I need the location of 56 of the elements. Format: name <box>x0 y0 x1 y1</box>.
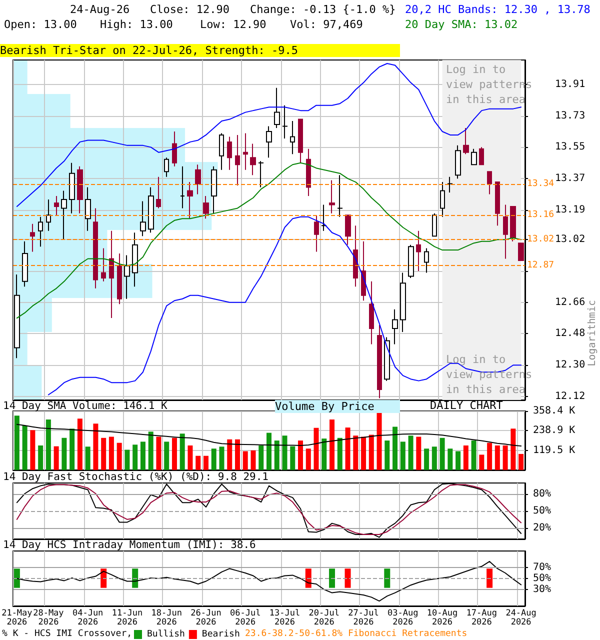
x-tick-label: 03-Aug 2026 <box>388 608 418 628</box>
text: Vol: 97,469 <box>290 18 363 31</box>
x-tick-label: 10-Aug 2026 <box>426 608 458 628</box>
y-tick-label: 12.66 <box>555 296 586 308</box>
y-tick-label: 12.30 <box>555 360 586 371</box>
legend-label: Bearish <box>202 630 240 640</box>
ref-line-label: 12.87 <box>527 260 554 271</box>
chart-title: 14 Day SMA Volume: 146.1 K <box>3 400 168 412</box>
x-tick-label: 04-Jun 2026 <box>72 608 104 628</box>
y-tick-label: 119.5 K <box>533 444 576 456</box>
x-tick-label: 26-Jun 2026 <box>190 608 222 628</box>
text: High: 13.00 <box>100 18 173 31</box>
text: % K - HCS IMI Crossover, <box>2 629 132 639</box>
y-tick-label: 50% <box>533 573 552 584</box>
y-tick-label: 13.02 <box>555 234 586 246</box>
x-tick-label: 21-May 2026 <box>2 608 32 628</box>
ref-line-label: 13.34 <box>527 178 554 189</box>
text: 20,2 HC Bands: 12.30 , 13.78 <box>405 3 590 16</box>
y-tick-label: 12.48 <box>555 328 586 340</box>
y-tick-label: 80% <box>533 488 552 500</box>
annotation: DAILY CHART <box>430 399 503 412</box>
text: Logarithmic <box>587 300 598 366</box>
y-tick-label: 238.9 K <box>533 425 576 436</box>
annotation: Volume By Price <box>275 400 400 413</box>
y-tick-label: 358.4 K <box>533 406 576 416</box>
y-tick-label: 20% <box>533 522 552 534</box>
x-tick-label: 13-Jul 2026 <box>269 608 300 628</box>
text: Open: 13.00 <box>4 18 77 31</box>
x-tick-label: 18-Jun 2026 <box>151 608 182 628</box>
x-tick-label: 06-Jul 2026 <box>230 608 261 628</box>
chart-title: 14 Day HCS Intraday Momentum (IMI): 38.6 <box>3 539 256 551</box>
y-tick-label: 30% <box>533 584 552 595</box>
y-tick-label: 13.73 <box>555 110 586 122</box>
y-tick-label: 13.19 <box>555 204 586 216</box>
y-tick-label: 50% <box>533 506 552 516</box>
y-tick-label: 13.55 <box>555 142 586 153</box>
x-tick-label: 20-Jul 2026 <box>308 608 340 628</box>
text: Change: -0.13 {-1.0 %} <box>250 3 396 16</box>
x-tick-label: 17-Aug 2026 <box>466 608 498 628</box>
x-tick-label: 24-Aug 2026 <box>506 608 536 628</box>
text: 20 Day SMA: 13.02 <box>405 18 518 31</box>
x-tick-label: 11-Jun 2026 <box>112 608 143 628</box>
text: Close: 12.90 <box>150 3 230 16</box>
y-tick-label: 13.37 <box>555 173 586 184</box>
y-tick-label: 13.91 <box>555 78 586 90</box>
y-tick-label: 12.12 <box>555 391 586 402</box>
text: 23.6-38.2-50-61.8% Fibonacci Retracements <box>245 629 468 639</box>
text: Bearish Tri-Star on 22-Jul-26, Strength: -9.5 <box>0 44 400 57</box>
x-tick-label: 27-Jul 2026 <box>348 608 379 628</box>
x-tick-label: 28-May 2026 <box>33 608 64 628</box>
text: Low: 12.90 <box>200 18 266 31</box>
y-tick-label: 70% <box>533 562 552 573</box>
text: 24-Aug-26 <box>70 3 130 16</box>
chart-title: 14 Day Fast Stochastic (%K) (%D): 9.8 29.1 <box>3 471 269 483</box>
ref-line-label: 13.16 <box>527 210 554 220</box>
legend-label: Bullish <box>147 630 185 640</box>
